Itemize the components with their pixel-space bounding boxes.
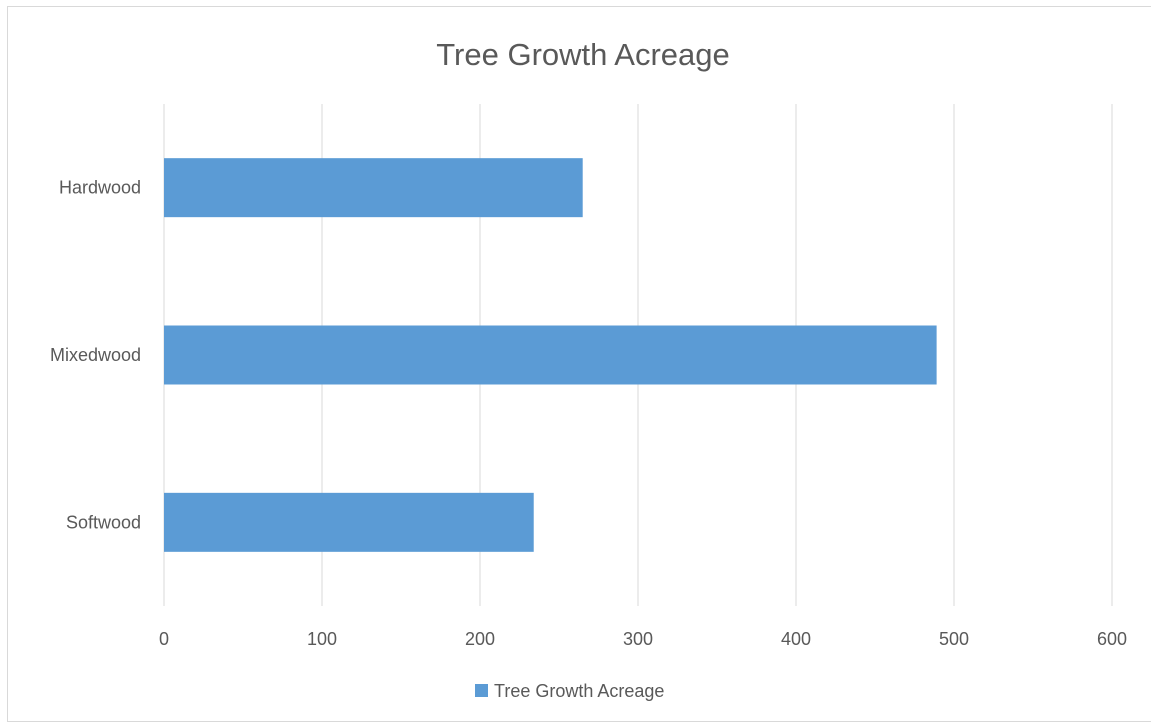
y-axis-labels: Softwood Mixedwood Hardwood: [50, 178, 141, 533]
x-tick-label: 0: [159, 629, 169, 649]
bar-mixedwood: [164, 325, 937, 385]
x-tick-label: 300: [623, 629, 653, 649]
legend: Tree Growth Acreage: [475, 681, 664, 701]
x-tick-label: 400: [781, 629, 811, 649]
x-tick-label: 100: [307, 629, 337, 649]
legend-swatch: [475, 684, 488, 697]
bar-softwood: [164, 492, 534, 552]
x-tick-label: 600: [1097, 629, 1127, 649]
x-tick-label: 500: [939, 629, 969, 649]
x-tick-label: 200: [465, 629, 495, 649]
y-category-label: Softwood: [66, 512, 141, 532]
chart-title: Tree Growth Acreage: [436, 37, 730, 72]
y-category-label: Hardwood: [59, 178, 141, 198]
legend-label: Tree Growth Acreage: [494, 681, 664, 701]
bars: [164, 158, 937, 552]
x-axis-labels: 0 100 200 300 400 500 600: [159, 629, 1127, 649]
bar-hardwood: [164, 158, 583, 218]
y-category-label: Mixedwood: [50, 345, 141, 365]
